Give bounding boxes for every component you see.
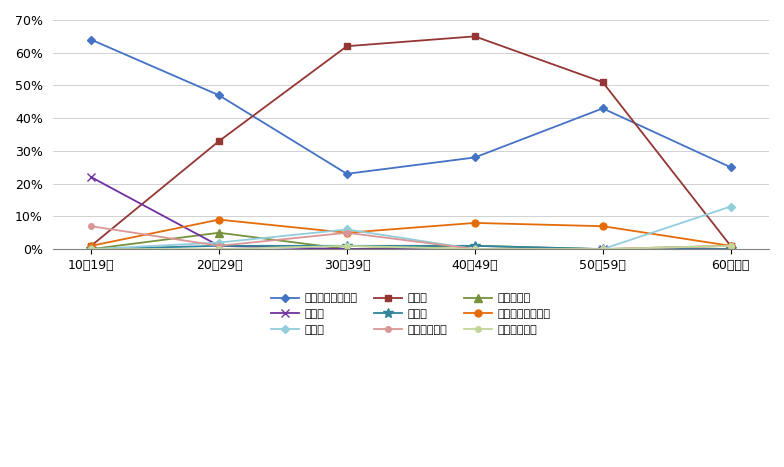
生活の利便性 (598, 246, 608, 252)
交通の利便性 (726, 243, 735, 248)
就職・転職・転業 (598, 106, 608, 111)
住　宅 (86, 246, 96, 252)
交通の利便性 (214, 243, 223, 248)
就職・転職・転業 (726, 164, 735, 170)
結婚・離婚・縁組 (214, 217, 223, 222)
住　宅 (342, 226, 351, 232)
卒　業 (598, 246, 608, 252)
Line: 生活の利便性: 生活の利便性 (89, 243, 733, 252)
Line: 卒　業: 卒 業 (86, 241, 735, 254)
卒　業 (214, 243, 223, 248)
退職・廃業 (598, 246, 608, 252)
結婚・離婚・縁組 (726, 243, 735, 248)
退職・廃業 (86, 246, 96, 252)
転　勤 (598, 79, 608, 85)
住　宅 (726, 204, 735, 209)
退職・廃業 (470, 243, 480, 248)
Line: 住　宅: 住 宅 (89, 204, 733, 252)
交通の利便性 (598, 246, 608, 252)
就　学 (726, 246, 735, 252)
卒　業 (86, 246, 96, 252)
住　宅 (214, 240, 223, 245)
就　学 (342, 246, 351, 252)
退職・廃業 (342, 246, 351, 252)
Line: 結婚・離婚・縁組: 結婚・離婚・縁組 (88, 216, 734, 249)
Line: 就職・転職・転業: 就職・転職・転業 (89, 37, 733, 177)
生活の利便性 (214, 246, 223, 252)
就　学 (470, 246, 480, 252)
退職・廃業 (214, 230, 223, 235)
卒　業 (342, 243, 351, 248)
Legend: 就職・転職・転業, 就　学, 住　宅, 転　勤, 卒　業, 交通の利便性, 退職・廃業, 結婚・離婚・縁組, 生活の利便性: 就職・転職・転業, 就 学, 住 宅, 転 勤, 卒 業, 交通の利便性, 退職… (267, 289, 555, 339)
就職・転職・転業 (214, 92, 223, 98)
転　勤 (470, 34, 480, 39)
就職・転職・転業 (470, 155, 480, 160)
交通の利便性 (342, 230, 351, 235)
転　勤 (726, 243, 735, 248)
生活の利便性 (470, 246, 480, 252)
結婚・離婚・縁組 (342, 230, 351, 235)
Line: 退職・廃業: 退職・廃業 (87, 228, 735, 253)
生活の利便性 (342, 243, 351, 248)
住　宅 (470, 246, 480, 252)
就職・転職・転業 (342, 171, 351, 177)
結婚・離婚・縁組 (598, 223, 608, 229)
就　学 (598, 246, 608, 252)
結婚・離婚・縁組 (470, 220, 480, 226)
就　学 (214, 243, 223, 248)
Line: 就　学: 就 学 (87, 173, 735, 253)
Line: 転　勤: 転 勤 (88, 33, 734, 249)
就　学 (86, 174, 96, 180)
退職・廃業 (726, 243, 735, 248)
転　勤 (342, 43, 351, 49)
転　勤 (86, 243, 96, 248)
Line: 交通の利便性: 交通の利便性 (89, 223, 733, 252)
交通の利便性 (86, 223, 96, 229)
生活の利便性 (726, 243, 735, 248)
就職・転職・転業 (86, 37, 96, 42)
卒　業 (470, 243, 480, 248)
結婚・離婚・縁組 (86, 243, 96, 248)
転　勤 (214, 138, 223, 144)
生活の利便性 (86, 246, 96, 252)
交通の利便性 (470, 246, 480, 252)
卒　業 (726, 246, 735, 252)
住　宅 (598, 246, 608, 252)
